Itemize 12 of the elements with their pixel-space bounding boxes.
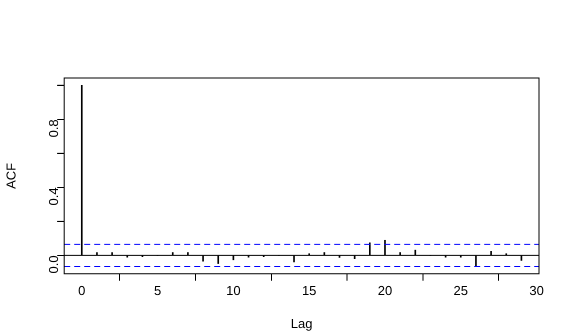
x-tick-label: 20 — [378, 283, 392, 298]
y-tick-label: 0.4 — [46, 187, 61, 206]
y-tick-label: 0.0 — [46, 255, 61, 274]
x-tick-label: 0 — [78, 283, 86, 298]
x-tick-label: 30 — [529, 283, 544, 298]
x-tick-label: 15 — [302, 283, 316, 298]
x-tick-label: 10 — [226, 283, 241, 298]
y-tick-label: 0.8 — [46, 119, 61, 138]
y-axis-title: ACF — [3, 162, 18, 189]
x-tick-label: 5 — [154, 283, 162, 298]
x-axis-title: Lag — [290, 316, 312, 331]
x-tick-label: 25 — [454, 283, 468, 298]
